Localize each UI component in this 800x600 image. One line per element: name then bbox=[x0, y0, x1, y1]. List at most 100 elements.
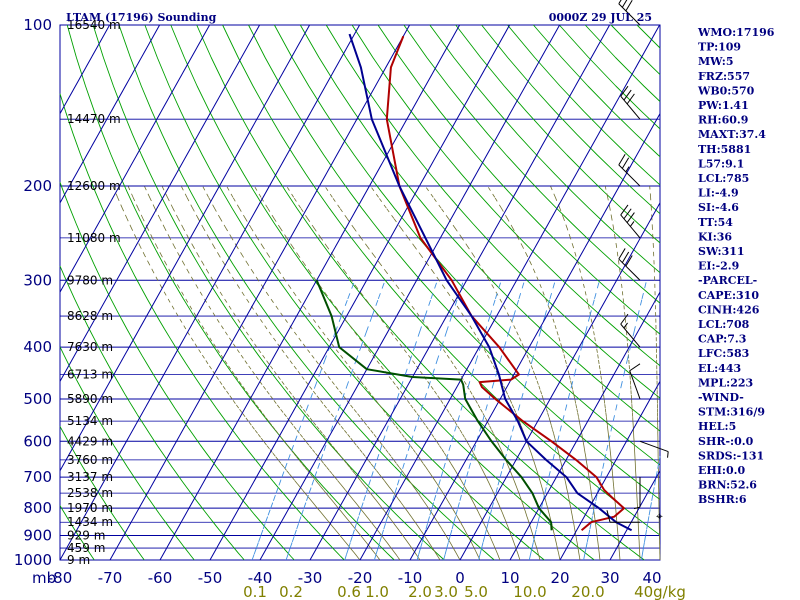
wind-barb-flag bbox=[626, 212, 635, 223]
index-value: LCL:785 bbox=[698, 172, 749, 185]
wind-barb-staff bbox=[620, 95, 641, 120]
index-value: BSHR:6 bbox=[698, 493, 747, 506]
isotherm-20 bbox=[559, 381, 661, 561]
mixing-ratio-label: 20.0 bbox=[571, 583, 604, 600]
height-label: 5134 m bbox=[67, 414, 113, 428]
temperature-tick: -30 bbox=[298, 569, 323, 587]
chart-datetime: 0000Z 29 JUL 25 bbox=[549, 11, 652, 24]
mixing-ratio-label: 3.0 bbox=[434, 583, 458, 600]
mixing-ratio-label: 0.6 bbox=[337, 583, 361, 600]
isotherm-30 bbox=[609, 470, 661, 561]
height-label: 6713 m bbox=[67, 368, 113, 382]
index-value: EHI:0.0 bbox=[698, 464, 745, 477]
temperature-tick: 30 bbox=[600, 569, 619, 587]
moist-adiabat-0 bbox=[202, 185, 461, 561]
mixing-ratio-label: 2.0 bbox=[408, 583, 432, 600]
wind-barb-flag bbox=[620, 204, 629, 216]
mixing-ratio-line-20 bbox=[583, 280, 648, 561]
isotherm--20 bbox=[359, 24, 661, 561]
wind-barb-half bbox=[633, 506, 641, 510]
index-value: BRN:52.6 bbox=[698, 479, 757, 492]
dry-adiabat-450 bbox=[558, 24, 661, 130]
pressure-label: 300 bbox=[23, 271, 52, 289]
dry-adiabat-210 bbox=[59, 426, 145, 561]
temperature-tick: 20 bbox=[550, 569, 569, 587]
index-value: KI:36 bbox=[698, 230, 732, 243]
temperature-tick: 0 bbox=[455, 569, 465, 587]
index-value: MAXT:37.4 bbox=[698, 128, 766, 141]
wind-barb-half bbox=[623, 322, 628, 329]
dry-adiabat-330 bbox=[248, 24, 661, 500]
height-label: 4429 m bbox=[67, 434, 113, 448]
mixing-ratio-line-40 bbox=[640, 456, 661, 561]
moist-adiabat--4 bbox=[180, 185, 441, 561]
isotherm--50 bbox=[209, 24, 511, 561]
moist-adiabat-4 bbox=[226, 185, 481, 561]
pressure-label: 700 bbox=[23, 468, 52, 486]
height-label: 929 m bbox=[67, 529, 105, 543]
wind-barb-staff bbox=[629, 370, 641, 400]
height-label: 12600 m bbox=[67, 179, 121, 193]
wind-barb-700 bbox=[633, 477, 641, 510]
wind-barb-flag bbox=[621, 251, 630, 263]
dry-adiabat-lines bbox=[59, 24, 661, 561]
isotherm--10 bbox=[409, 113, 661, 561]
pressure-label: 900 bbox=[23, 527, 52, 545]
wind-barb-850 bbox=[606, 510, 640, 523]
index-value: LFC:583 bbox=[698, 347, 749, 360]
temperature-tick: -10 bbox=[398, 569, 423, 587]
index-value: PW:1.41 bbox=[698, 99, 749, 112]
wind-barb-flag bbox=[626, 93, 635, 105]
isotherm-10 bbox=[509, 291, 661, 561]
mixing-ratio-line-2 bbox=[416, 280, 502, 561]
wind-barb-staff bbox=[639, 440, 669, 453]
mixing-ratio-lines bbox=[251, 280, 661, 561]
moist-adiabat--12 bbox=[144, 185, 401, 561]
index-value: SI:-4.6 bbox=[698, 201, 739, 214]
mixing-ratio-line-10 bbox=[528, 280, 600, 561]
index-value: WB0:570 bbox=[697, 84, 755, 97]
index-value: CINH:426 bbox=[698, 303, 760, 316]
moist-adiabat--16 bbox=[127, 185, 381, 561]
pressure-label: 200 bbox=[23, 177, 52, 195]
index-value: EI:-2.9 bbox=[698, 260, 739, 273]
isotherm--130 bbox=[59, 24, 111, 114]
pressure-axis-label: mb bbox=[32, 569, 56, 587]
isotherm--100 bbox=[59, 24, 261, 382]
moist-adiabat-lines bbox=[112, 185, 661, 561]
wind-barb-flag bbox=[620, 313, 629, 325]
wind-barb-150 bbox=[620, 85, 641, 120]
dry-adiabat-370 bbox=[351, 24, 661, 367]
mixing-ratio-line-0.2 bbox=[285, 280, 386, 561]
wind-barb-flag bbox=[621, 0, 628, 8]
height-label: 2538 m bbox=[67, 486, 113, 500]
index-value: SHR-:0.0 bbox=[698, 435, 754, 448]
mixing-ratio-line-0.6 bbox=[344, 280, 438, 561]
isotherm--110 bbox=[59, 24, 211, 293]
isotherm--70 bbox=[109, 24, 411, 561]
dry-adiabat-480 bbox=[636, 24, 661, 49]
height-label: 9 m bbox=[67, 553, 90, 567]
dry-adiabat-300 bbox=[170, 24, 595, 561]
temperature-tick: -40 bbox=[248, 569, 273, 587]
height-label: 11080 m bbox=[67, 231, 121, 245]
dry-adiabat-340 bbox=[274, 24, 661, 466]
temperature-tick: -80 bbox=[48, 569, 73, 587]
index-value: SRDS:-131 bbox=[698, 449, 764, 462]
dry-adiabat-230 bbox=[59, 265, 245, 561]
dry-adiabat-440 bbox=[533, 24, 661, 158]
wind-barb-half bbox=[625, 166, 630, 173]
height-label: 5890 m bbox=[67, 392, 113, 406]
index-value: SW:311 bbox=[698, 245, 745, 258]
height-label: 3760 m bbox=[67, 453, 113, 467]
wind-barb-flag bbox=[629, 363, 641, 372]
index-value: L57:9.1 bbox=[698, 157, 744, 170]
height-label: 14470 m bbox=[67, 112, 121, 126]
index-value: -PARCEL- bbox=[698, 274, 757, 287]
mixing-ratio-label: 0.2 bbox=[279, 583, 303, 600]
sounding-profiles bbox=[315, 33, 633, 532]
index-value: CAP:7.3 bbox=[698, 333, 746, 346]
